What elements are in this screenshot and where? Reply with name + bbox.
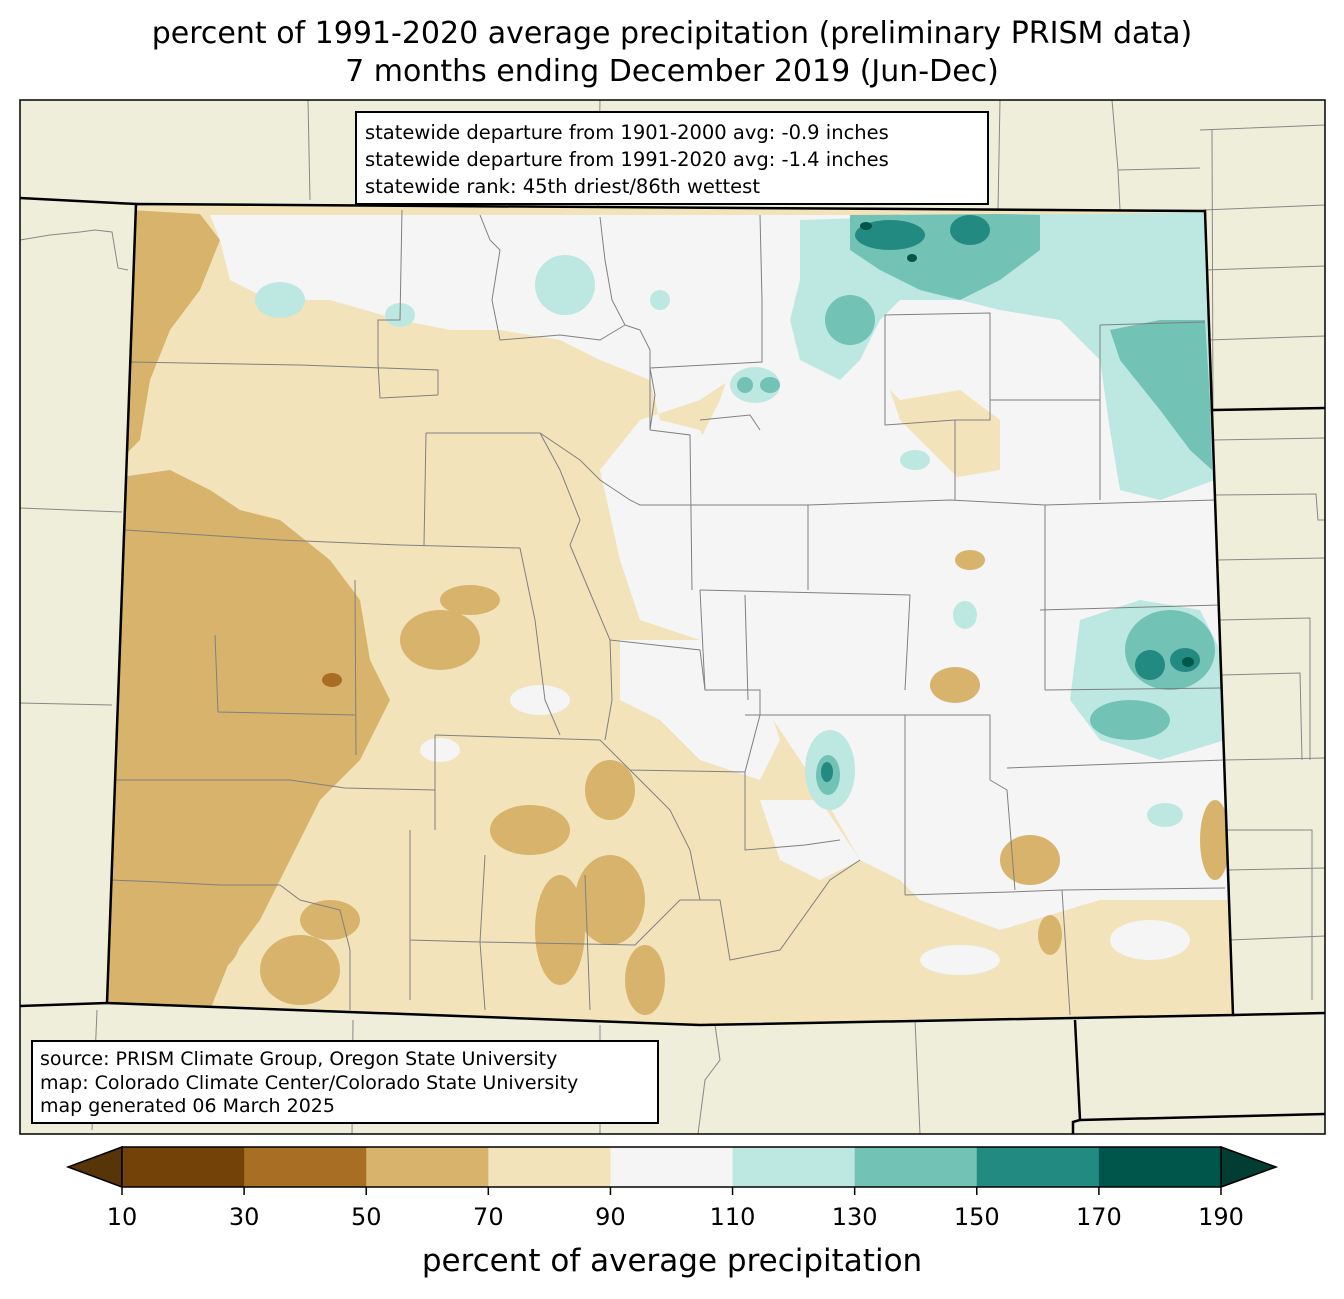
colorbar-border	[121, 1146, 1222, 1188]
map-title-line-2: 7 months ending December 2019 (Jun-Dec)	[345, 54, 999, 89]
colorbar-label: percent of average precipitation	[421, 1243, 923, 1279]
precipitation-fill	[107, 204, 1233, 1025]
wettest-spot	[860, 222, 872, 230]
colorbar-under-arrow	[65, 1145, 123, 1189]
colorbar-tick-label: 70	[473, 1203, 504, 1231]
wet-region-northeast	[790, 212, 1215, 500]
colorbar	[65, 1145, 1279, 1195]
generated-date-line: map generated 06 March 2025	[40, 1095, 335, 1117]
colorado-border	[105, 202, 1235, 1027]
statewide-stats-box: statewide departure from 1901-2000 avg: …	[355, 111, 989, 205]
source-line: source: PRISM Climate Group, Oregon Stat…	[40, 1048, 558, 1070]
colorbar-tick-label: 90	[595, 1203, 626, 1231]
map-frame-border	[19, 99, 1326, 1135]
colorbar-segment	[976, 1147, 1100, 1187]
colorbar-segment	[366, 1147, 489, 1187]
much-wetter-spot	[855, 220, 925, 250]
dry-region-northwest	[120, 210, 220, 460]
colorbar-tick-label: 30	[228, 1203, 260, 1231]
county-lines	[109, 209, 1226, 1016]
colorbar-tick-label: 190	[1198, 1203, 1244, 1231]
colorbar-segment	[854, 1147, 978, 1187]
map-credit-line: map: Colorado Climate Center/Colorado St…	[40, 1071, 579, 1094]
colorbar-segment	[244, 1147, 367, 1187]
source-box: source: PRISM Climate Group, Oregon Stat…	[31, 1040, 659, 1124]
dry-region-west	[107, 470, 390, 1010]
colorbar-segment	[122, 1147, 245, 1187]
colorbar-tick-label: 130	[831, 1203, 878, 1231]
colorbar-over-arrow	[1220, 1145, 1279, 1189]
normal-region-east	[660, 215, 1232, 930]
normal-region-south	[760, 800, 860, 880]
state-boundaries	[20, 196, 1325, 1134]
stats-departure-1901-2000: statewide departure from 1901-2000 avg: …	[365, 121, 889, 144]
colorbar-tick-label: 150	[953, 1203, 1000, 1231]
normal-region-central	[620, 640, 780, 780]
very-dry-spot	[322, 673, 342, 687]
colorbar-segment	[1098, 1147, 1222, 1187]
colorbar-tick-label: 110	[709, 1203, 756, 1231]
stats-rank: statewide rank: 45th driest/86th wettest	[365, 175, 760, 198]
colorbar-tick-label: 50	[350, 1203, 382, 1231]
colorbar-segment	[732, 1147, 856, 1187]
colorbar-tick-label: 170	[1075, 1203, 1122, 1231]
colorbar-segment	[488, 1147, 611, 1187]
map-title-line-1: percent of 1991-2020 average precipitati…	[151, 16, 1193, 51]
colorbar-segment	[610, 1147, 734, 1187]
colorbar-tick-label: 10	[106, 1203, 138, 1231]
stats-departure-1991-2020: statewide departure from 1991-2020 avg: …	[365, 148, 889, 171]
